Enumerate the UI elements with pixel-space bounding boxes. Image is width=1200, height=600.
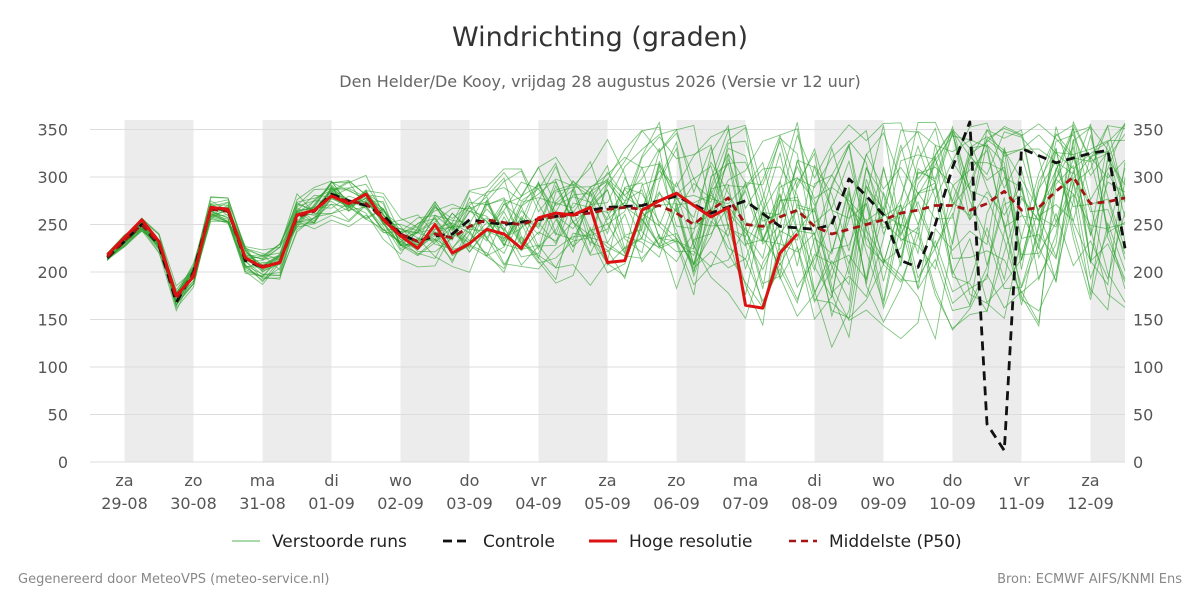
ensemble-member-line (107, 129, 1126, 320)
x-tick-day: ma (733, 471, 758, 490)
footer-source: Bron: ECMWF AIFS/KNMI Ens (997, 572, 1182, 587)
y-tick-label-right: 300 (1133, 168, 1164, 187)
y-tick-label-right: 350 (1133, 121, 1164, 140)
x-tick-day: za (1081, 471, 1099, 490)
day-shade (262, 120, 332, 462)
day-shade (400, 120, 470, 462)
chart-subtitle: Den Helder/De Kooy, vrijdag 28 augustus … (339, 72, 861, 91)
y-tick-label-right: 50 (1133, 406, 1153, 425)
ensemble-member-line (107, 130, 1126, 320)
legend-label: Verstoorde runs (272, 532, 407, 552)
ensemble-member-line (106, 134, 1126, 306)
y-tick-label-right: 0 (1133, 453, 1143, 472)
x-tick-day: za (598, 471, 616, 490)
ensemble-member-line (106, 124, 1126, 330)
y-tick-label-right: 100 (1133, 358, 1164, 377)
ensemble-member-line (106, 123, 1126, 349)
x-tick-date: 07-09 (722, 494, 769, 513)
y-tick-label-right: 200 (1133, 263, 1164, 282)
x-tick-day: za (115, 471, 133, 490)
x-tick-date: 05-09 (584, 494, 631, 513)
y-tick-label-left: 250 (37, 216, 68, 235)
day-shade (538, 120, 608, 462)
y-tick-label-left: 350 (37, 121, 68, 140)
x-tick-date: 03-09 (446, 494, 493, 513)
y-tick-label-left: 0 (58, 453, 68, 472)
x-tick-date: 01-09 (308, 494, 355, 513)
day-shade (814, 120, 884, 462)
x-tick-date: 29-08 (101, 494, 148, 513)
x-tick-date: 11-09 (998, 494, 1045, 513)
y-tick-label-left: 200 (37, 263, 68, 282)
ensemble-member-line (106, 130, 1126, 291)
x-tick-day: vr (1013, 471, 1029, 490)
x-tick-day: vr (530, 471, 546, 490)
ensemble-member-line (107, 124, 1126, 298)
legend-label: Hoge resolutie (629, 532, 753, 552)
x-tick-date: 10-09 (929, 494, 976, 513)
x-tick-date: 04-09 (515, 494, 562, 513)
y-tick-label-right: 250 (1133, 216, 1164, 235)
ensemble-member-line (107, 122, 1126, 298)
x-tick-day: zo (184, 471, 202, 490)
x-tick-day: wo (389, 471, 412, 490)
x-tick-day: do (943, 471, 963, 490)
x-tick-day: wo (872, 471, 895, 490)
ensemble-member-line (106, 139, 1126, 312)
y-tick-label-left: 150 (37, 311, 68, 330)
footer-generated-by: Gegenereerd door MeteoVPS (meteo-service… (18, 572, 330, 587)
ensemble-member-line (106, 122, 1126, 341)
x-tick-date: 12-09 (1067, 494, 1114, 513)
x-tick-day: ma (250, 471, 275, 490)
legend-label: Controle (483, 532, 555, 552)
x-tick-day: do (460, 471, 480, 490)
x-tick-date: 31-08 (239, 494, 286, 513)
x-tick-date: 02-09 (377, 494, 424, 513)
ensemble-member-line (107, 126, 1126, 328)
ensemble-member-line (106, 121, 1126, 319)
x-tick-day: zo (667, 471, 685, 490)
x-tick-day: di (324, 471, 339, 490)
y-tick-label-left: 300 (37, 168, 68, 187)
ensemble-member-line (107, 124, 1126, 297)
x-tick-date: 30-08 (170, 494, 217, 513)
series-line-hoge-resolutie (106, 191, 799, 310)
x-tick-date: 06-09 (653, 494, 700, 513)
y-tick-label-right: 150 (1133, 311, 1164, 330)
x-tick-day: di (807, 471, 822, 490)
day-shade (1090, 120, 1125, 462)
y-tick-label-left: 100 (37, 358, 68, 377)
ensemble-member-line (106, 128, 1126, 311)
ensemble-member-line (106, 125, 1126, 312)
chart-title: Windrichting (graden) (451, 22, 749, 53)
x-tick-date: 08-09 (791, 494, 838, 513)
y-tick-label-left: 50 (48, 406, 68, 425)
x-tick-date: 09-09 (860, 494, 907, 513)
ensemble-member-line (107, 120, 1126, 318)
legend-label: Middelste (P50) (829, 532, 962, 552)
